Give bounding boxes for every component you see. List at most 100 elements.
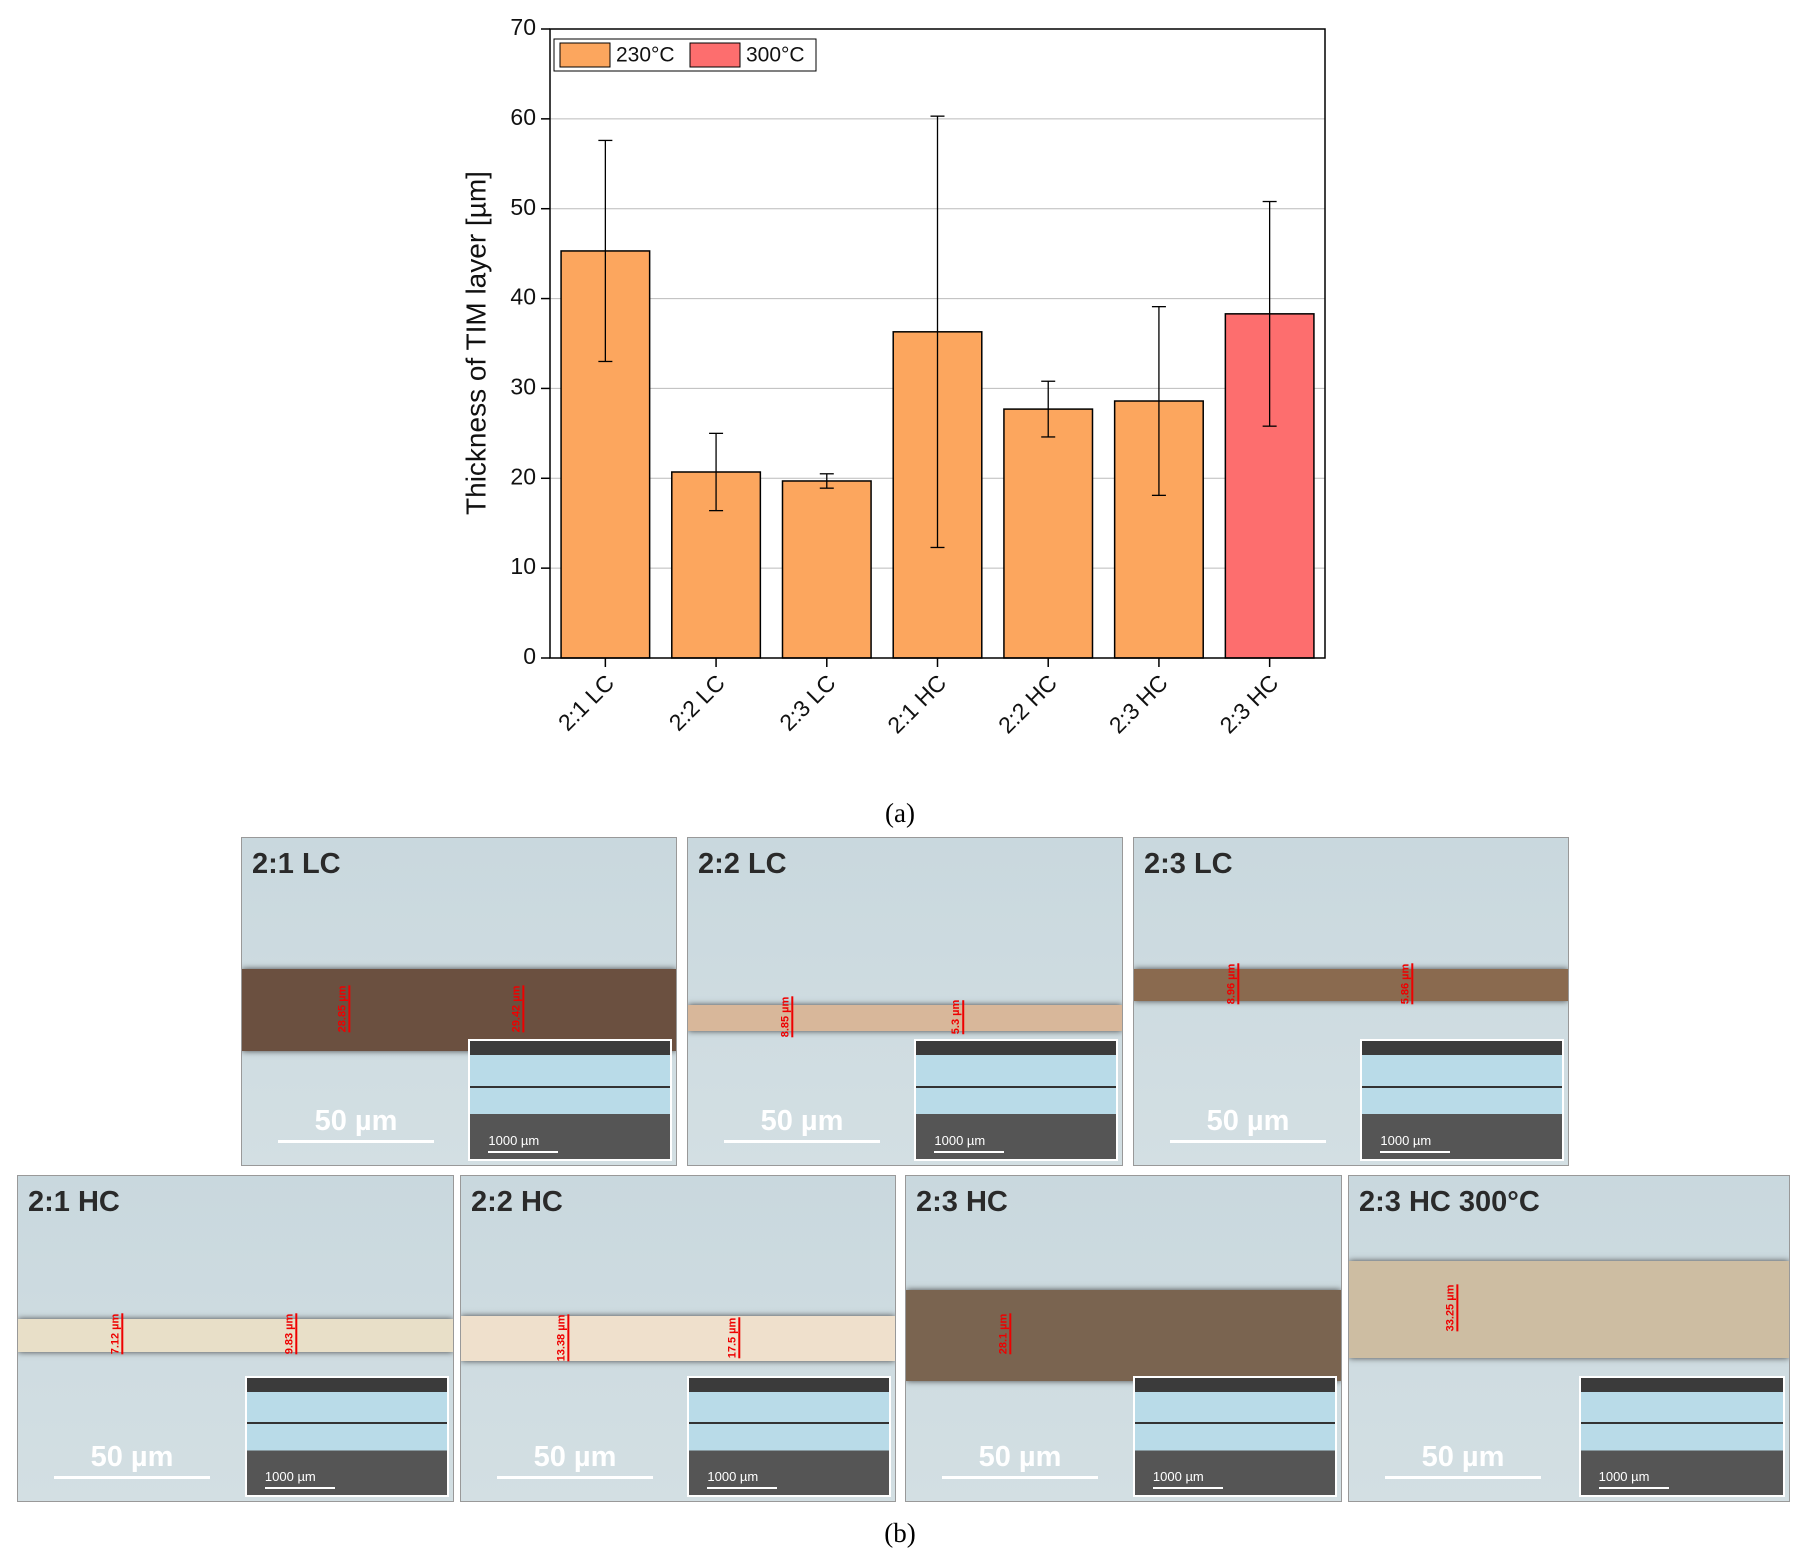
x-tick-label: 2:1 LC	[553, 669, 619, 735]
legend-swatch	[689, 42, 741, 68]
measurement-label: 29.42 µm	[510, 985, 525, 1033]
bar	[1003, 408, 1094, 659]
micrograph: 2:2 LC 8.85 µm 5.3 µm 50 µm 1000 µm	[687, 837, 1123, 1166]
inset-layer	[1580, 1422, 1783, 1425]
inset-layer	[1362, 1086, 1562, 1088]
y-tick-label: 60	[510, 104, 536, 130]
inset-scale-label: 1000 µm	[707, 1469, 759, 1484]
measurement-label: 17.5 µm	[726, 1317, 741, 1358]
micrograph: 2:2 HC 13.38 µm 17.5 µm 50 µm 1000 µm	[460, 1175, 896, 1502]
legend-label: 300°C	[746, 44, 805, 67]
panel-label: 2:1 HC	[28, 1186, 120, 1218]
error-bar	[1262, 200, 1277, 427]
tim-layer	[1134, 968, 1568, 1002]
inset-layer	[916, 1086, 1116, 1088]
inset-layer	[470, 1086, 670, 1088]
inset-layer	[1134, 1422, 1335, 1425]
inset-image: 1000 µm	[244, 1376, 449, 1497]
y-tick-label: 20	[510, 463, 536, 489]
micrograph: 2:3 HC 300°C 33.25 µm 50 µm 1000 µm	[1348, 1175, 1790, 1502]
scale-bar: 50 µm	[497, 1441, 653, 1479]
tim-layer	[688, 1004, 1122, 1031]
inset-scale-bar: 1000 µm	[707, 1469, 778, 1489]
x-tick-label: 2:3 LC	[774, 669, 840, 735]
inset-scale-bar: 1000 µm	[488, 1133, 559, 1153]
y-tick-label: 0	[523, 643, 536, 669]
scale-label: 50 µm	[90, 1441, 174, 1473]
error-bar	[1151, 306, 1166, 497]
y-tick-label: 10	[510, 553, 536, 579]
scale-bar: 50 µm	[1385, 1441, 1541, 1479]
plot-frame	[549, 28, 1326, 659]
inset-scale-label: 1000 µm	[1152, 1469, 1204, 1484]
micrograph: 2:3 HC 28.1 µm 50 µm 1000 µm	[905, 1175, 1342, 1502]
measurement-label: 33.25 µm	[1444, 1284, 1459, 1332]
scale-label: 50 µm	[1421, 1441, 1505, 1473]
inset-scale-bar: 1000 µm	[1598, 1469, 1669, 1489]
panel-label: 2:3 HC 300°C	[1359, 1186, 1540, 1218]
inset-layer	[689, 1422, 889, 1425]
panel-label: 2:2 LC	[698, 848, 787, 880]
inset-image: 1000 µm	[468, 1039, 672, 1161]
panel-label: 2:3 HC	[916, 1186, 1008, 1218]
inset-scale-bar: 1000 µm	[934, 1133, 1005, 1153]
inset-image: 1000 µm	[687, 1376, 891, 1497]
scale-bar: 50 µm	[942, 1441, 1098, 1479]
error-bar	[1041, 380, 1056, 438]
y-tick-label: 70	[510, 14, 536, 40]
inset-image: 1000 µm	[1578, 1376, 1785, 1497]
x-tick-label: 2:2 HC	[993, 669, 1062, 738]
micrograph: 2:1 HC 7.12 µm 9.83 µm 50 µm 1000 µm	[17, 1175, 454, 1502]
micrograph: 2:1 LC 28.85 µm 29.42 µm 50 µm 1000 µm	[241, 837, 677, 1166]
x-tick-label: 2:2 LC	[664, 669, 730, 735]
tim-layer	[1349, 1260, 1789, 1358]
error-bar	[709, 432, 724, 512]
scale-bar: 50 µm	[54, 1441, 210, 1479]
scale-label: 50 µm	[760, 1105, 844, 1137]
y-axis-label: Thickness of TIM layer [µm]	[460, 171, 491, 515]
error-bar	[930, 115, 945, 549]
legend-swatch	[559, 42, 611, 68]
panel-label: 2:3 LC	[1144, 848, 1233, 880]
measurement-label: 7.12 µm	[109, 1313, 124, 1355]
bar	[781, 480, 872, 659]
x-tick-label: 2:1 HC	[882, 669, 951, 738]
measurement-label: 28.85 µm	[336, 985, 351, 1033]
scale-bar: 50 µm	[1170, 1105, 1326, 1143]
inset-image: 1000 µm	[914, 1039, 1118, 1161]
inset-layer	[246, 1422, 447, 1425]
inset-image: 1000 µm	[1360, 1039, 1564, 1161]
measurement-label: 5.3 µm	[949, 999, 964, 1035]
y-tick-label: 30	[510, 374, 536, 400]
inset-scale-label: 1000 µm	[934, 1133, 986, 1148]
panel-label: 2:1 LC	[252, 848, 341, 880]
inset-scale-bar: 1000 µm	[1380, 1133, 1451, 1153]
inset-scale-label: 1000 µm	[488, 1133, 540, 1148]
panel-label: 2:2 HC	[471, 1186, 563, 1218]
x-tick-label: 2:3 HC	[1214, 669, 1283, 738]
micrograph: 2:3 LC 8.96 µm 5.86 µm 50 µm 1000 µm	[1133, 837, 1569, 1166]
error-bar	[598, 139, 613, 363]
measurement-label: 5.86 µm	[1399, 963, 1414, 1005]
measurement-label: 9.83 µm	[283, 1313, 298, 1355]
scale-label: 50 µm	[978, 1441, 1062, 1473]
scale-label: 50 µm	[1206, 1105, 1290, 1137]
y-tick-label: 50	[510, 194, 536, 220]
measurement-label: 28.1 µm	[997, 1313, 1012, 1355]
scale-label: 50 µm	[533, 1441, 617, 1473]
tim-layer	[906, 1289, 1341, 1381]
tim-layer	[461, 1315, 895, 1362]
inset-scale-label: 1000 µm	[1598, 1469, 1650, 1484]
inset-scale-label: 1000 µm	[1380, 1133, 1432, 1148]
y-tick-label: 40	[510, 284, 536, 310]
caption: (b)	[884, 1518, 916, 1548]
measurement-label: 8.96 µm	[1225, 963, 1240, 1005]
measurement-label: 13.38 µm	[555, 1314, 570, 1361]
chart: Thickness of TIM layer [µm] 0 10 20 30 40 50 6…	[460, 14, 1326, 738]
scale-label: 50 µm	[314, 1105, 398, 1137]
inset-scale-bar: 1000 µm	[264, 1469, 335, 1489]
inset-scale-bar: 1000 µm	[1152, 1469, 1223, 1489]
caption: (a)	[885, 798, 915, 828]
tim-layer	[242, 968, 676, 1051]
